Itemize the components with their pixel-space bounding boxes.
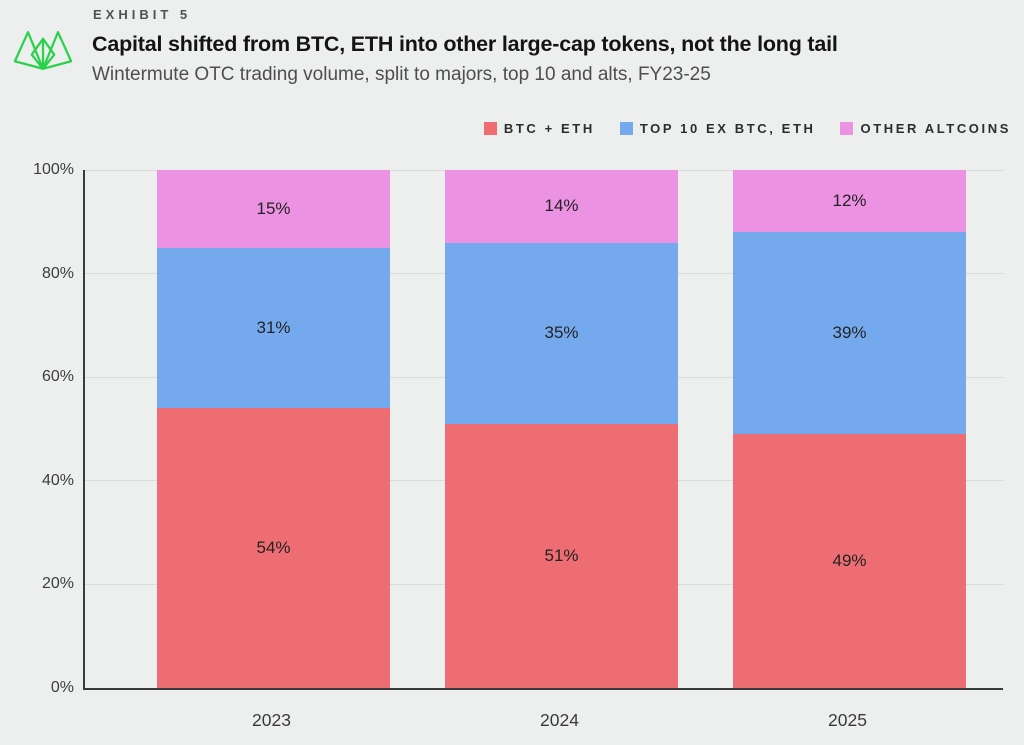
bar-column: 15% 31% 54%	[157, 170, 390, 688]
x-tick-label: 2023	[252, 710, 291, 730]
x-tick-label: 2025	[828, 710, 867, 730]
legend-item: BTC + ETH	[483, 121, 595, 136]
segment-value-label: 51%	[544, 545, 579, 565]
exhibit-label: EXHIBIT 5	[93, 7, 192, 22]
y-tick-label: 40%	[41, 471, 74, 489]
legend-swatch-icon	[619, 122, 633, 135]
bar-segment: 49%	[733, 434, 966, 688]
y-tick-label: 60%	[41, 368, 74, 386]
plot-area: 15% 31% 54% 14% 35% 51% 12% 39% 49%	[83, 169, 1003, 690]
legend-swatch-icon	[483, 122, 497, 135]
segment-value-label: 49%	[832, 551, 867, 571]
y-tick-label: 80%	[41, 264, 74, 282]
bar-segment: 35%	[445, 242, 678, 424]
chart-subtitle: Wintermute OTC trading volume, split to …	[92, 64, 711, 85]
chart-title: Capital shifted from BTC, ETH into other…	[92, 32, 838, 56]
segment-value-label: 14%	[544, 196, 579, 216]
legend-label: TOP 10 EX BTC, ETH	[639, 121, 816, 136]
bar-segment: 15%	[157, 170, 390, 248]
wintermute-logo-icon	[13, 31, 73, 70]
segment-value-label: 31%	[256, 317, 291, 337]
legend-label: BTC + ETH	[503, 121, 595, 136]
gridline	[85, 169, 1003, 171]
chart-legend: BTC + ETH TOP 10 EX BTC, ETH OTHER ALTCOIN…	[483, 121, 1011, 136]
bar-segment: 31%	[157, 247, 390, 409]
x-tick-label: 2024	[540, 710, 579, 730]
bar-segment: 54%	[157, 408, 390, 688]
bar-segment: 14%	[445, 170, 678, 243]
y-tick-label: 20%	[41, 575, 74, 593]
segment-value-label: 35%	[544, 323, 579, 343]
y-tick-label: 100%	[33, 161, 74, 178]
bar-segment: 51%	[445, 423, 678, 688]
segment-value-label: 54%	[256, 538, 291, 558]
legend-label: OTHER ALTCOINS	[860, 121, 1011, 136]
legend-item: TOP 10 EX BTC, ETH	[619, 121, 816, 136]
segment-value-label: 12%	[832, 191, 867, 211]
segment-value-label: 15%	[256, 198, 291, 218]
legend-item: OTHER ALTCOINS	[840, 121, 1011, 136]
legend-swatch-icon	[840, 122, 854, 135]
bar-segment: 12%	[733, 170, 966, 233]
bar-column: 14% 35% 51%	[445, 170, 678, 688]
y-tick-label: 0%	[50, 679, 74, 696]
bar-column: 12% 39% 49%	[733, 170, 966, 688]
segment-value-label: 39%	[832, 323, 867, 343]
bar-segment: 39%	[733, 232, 966, 435]
